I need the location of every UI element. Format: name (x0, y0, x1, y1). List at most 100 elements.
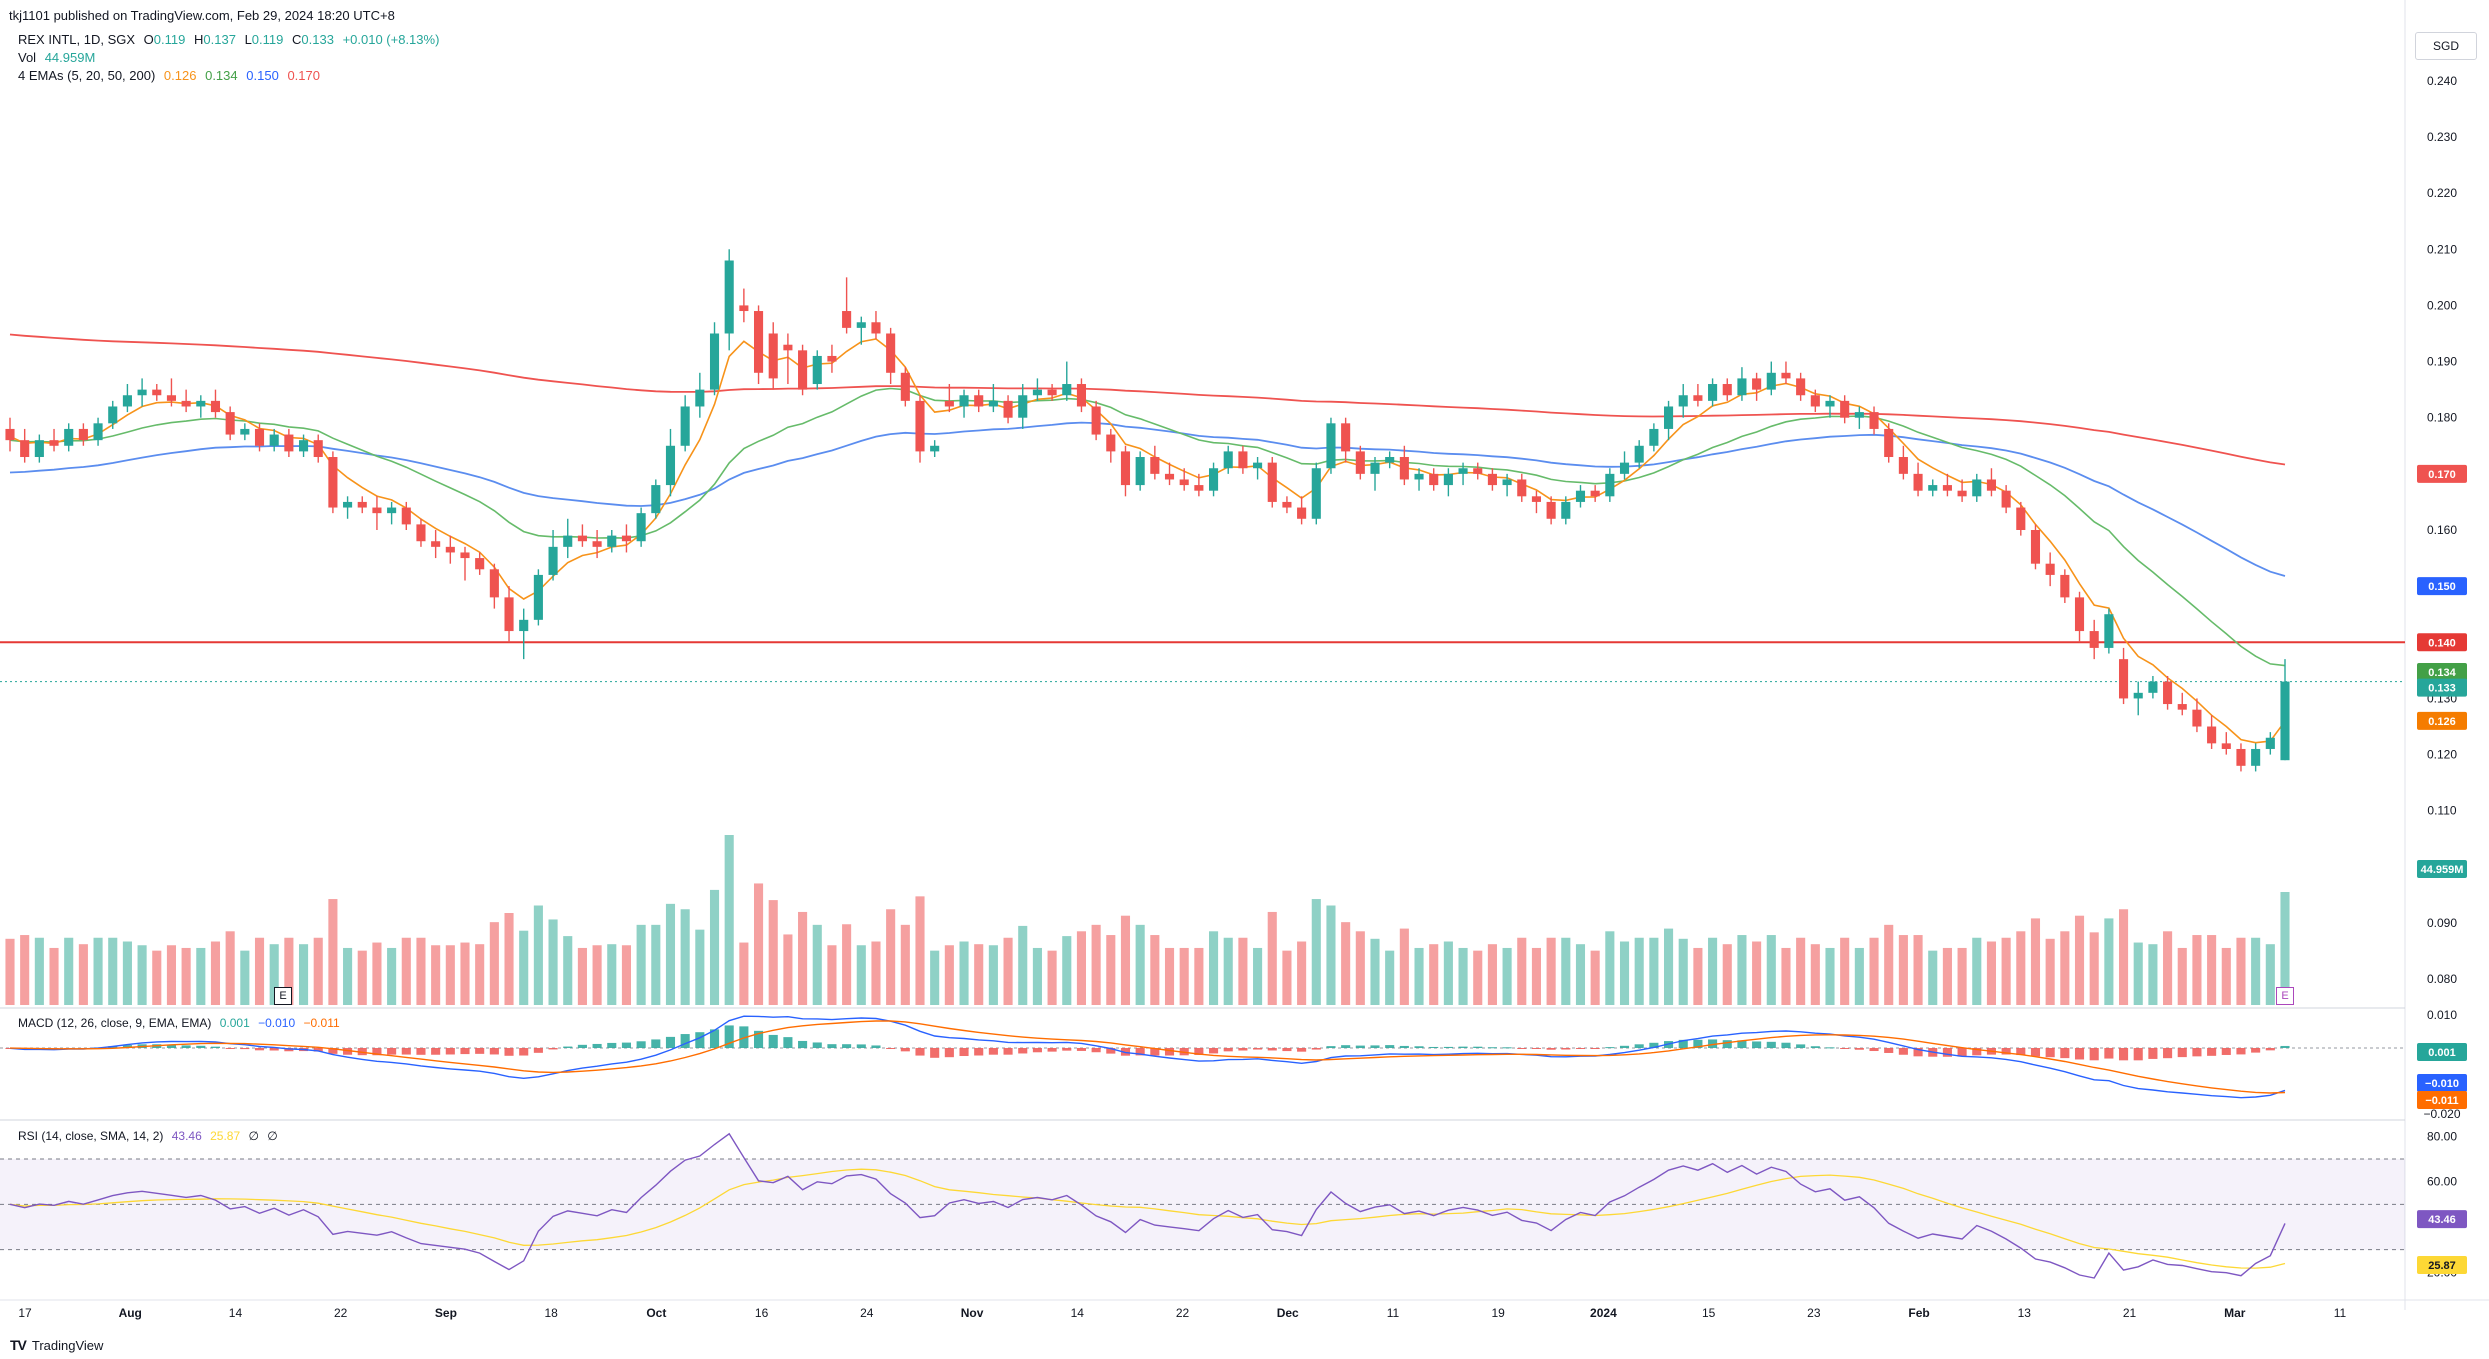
symbol-name[interactable]: REX INTL, 1D, SGX (18, 32, 136, 47)
candle-body (1120, 451, 1131, 486)
price-axis-badge-text: 0.134 (2428, 667, 2456, 679)
macd-histogram-bar (812, 1042, 822, 1048)
rsi-tick-label: 80.00 (2427, 1129, 2457, 1143)
ema50-value: 0.150 (246, 68, 279, 83)
macd-histogram-bar (2192, 1048, 2202, 1057)
candle-body (886, 333, 896, 373)
candle-body (5, 428, 15, 441)
macd-histogram-bar (2265, 1048, 2275, 1051)
macd-histogram-bar (724, 1025, 734, 1048)
rsi-label[interactable]: RSI (14, close, SMA, 14, 2) (18, 1129, 164, 1143)
macd-histogram-bar (1649, 1042, 1659, 1048)
macd-histogram-bar (651, 1039, 661, 1048)
earnings-marker[interactable]: E (274, 987, 292, 1005)
macd-histogram-bar (1297, 1048, 1307, 1052)
volume-bar (988, 945, 998, 1005)
volume-bar (533, 905, 543, 1005)
volume-label[interactable]: Vol (18, 50, 37, 65)
candle-body (1238, 451, 1248, 469)
time-axis-label: 23 (1807, 1306, 1821, 1320)
candle-body (1663, 406, 1674, 429)
ema-label[interactable]: 4 EMAs (5, 20, 50, 200) (18, 68, 156, 83)
volume-bar (2192, 935, 2202, 1005)
candle-body (768, 333, 778, 379)
price-axis-badge-text: 0.126 (2428, 716, 2456, 728)
candle-body (724, 260, 734, 334)
candle-body (1502, 479, 1512, 486)
volume-bar (1737, 935, 1747, 1005)
macd-histogram-bar (1253, 1048, 1263, 1050)
time-axis-label: 22 (334, 1306, 348, 1320)
volume-bar (1972, 937, 1982, 1005)
macd-histogram-bar (2280, 1045, 2290, 1048)
candle-body (328, 457, 338, 508)
tradingview-brand[interactable]: TV TradingView (10, 1337, 103, 1353)
candle-body (1649, 428, 1659, 446)
price-axis-badge (2417, 633, 2467, 652)
macd-histogram-bar (1106, 1048, 1116, 1054)
macd-label[interactable]: MACD (12, 26, close, 9, EMA, EMA) (18, 1016, 212, 1030)
candle-body (607, 535, 617, 547)
volume-bar (431, 945, 441, 1005)
candle-body (783, 344, 793, 351)
currency-button[interactable]: SGD (2415, 32, 2477, 60)
volume-bar (298, 944, 309, 1005)
macd-histogram-bar (1737, 1040, 1747, 1048)
macd-histogram-bar (1399, 1045, 1409, 1048)
volume-bar (2045, 938, 2055, 1005)
rsi-axis-badge-text: 25.87 (2428, 1260, 2456, 1272)
volume-bar (416, 937, 426, 1005)
volume-bar (387, 947, 397, 1005)
candle-body (592, 541, 602, 547)
candle-body (2089, 631, 2099, 648)
volume-bar (636, 924, 646, 1005)
candle-body (240, 428, 250, 435)
candle-body (1928, 485, 1938, 491)
candle-body (1076, 384, 1087, 407)
volume-value: 44.959M (44, 50, 96, 65)
macd-histogram-bar (1282, 1048, 1292, 1052)
volume-bar (621, 945, 632, 1005)
candle-body (944, 400, 954, 407)
candle-body (1341, 423, 1351, 452)
volume-bar (1693, 947, 1703, 1005)
volume-bar (20, 935, 30, 1005)
price-axis-badge (2417, 860, 2467, 878)
volume-bar (709, 889, 720, 1005)
candle-body (152, 389, 162, 396)
rsi-value: 43.46 (171, 1129, 202, 1143)
time-axis-label: Nov (961, 1306, 984, 1320)
candle-body (2221, 743, 2231, 749)
candle-body (1590, 490, 1600, 497)
candle-body (900, 372, 910, 401)
volume-bar (900, 924, 910, 1005)
earnings-marker-upcoming[interactable]: E (2276, 987, 2294, 1005)
macd-axis-badge (2417, 1091, 2467, 1109)
volume-bar (827, 945, 837, 1005)
candle-body (460, 552, 470, 559)
volume-bar (313, 937, 323, 1005)
volume-bar (1473, 950, 1483, 1005)
ema5-line (9, 338, 2286, 744)
candle-body (1091, 406, 1101, 435)
volume-bar (886, 909, 896, 1005)
macd-histogram-bar (1825, 1047, 1835, 1049)
candle-body (357, 501, 367, 508)
macd-histogram-bar (1003, 1048, 1013, 1055)
macd-histogram-bar (1590, 1048, 1600, 1049)
volume-bar (1311, 899, 1321, 1005)
macd-histogram-bar (2089, 1048, 2099, 1061)
volume-bar (181, 947, 191, 1005)
price-axis-badge-text: 0.170 (2428, 469, 2456, 481)
candle-body (431, 541, 441, 547)
rsi-axis-badge (2417, 1256, 2467, 1275)
price-tick-label: 0.210 (2427, 242, 2457, 256)
volume-bar (548, 919, 558, 1005)
macd-histogram-bar (460, 1048, 470, 1055)
macd-histogram-bar (871, 1045, 881, 1048)
volume-bar (445, 945, 455, 1005)
time-axis-label: 11 (2334, 1306, 2347, 1320)
macd-histogram-bar (2163, 1048, 2173, 1059)
candle-body (1473, 468, 1483, 474)
